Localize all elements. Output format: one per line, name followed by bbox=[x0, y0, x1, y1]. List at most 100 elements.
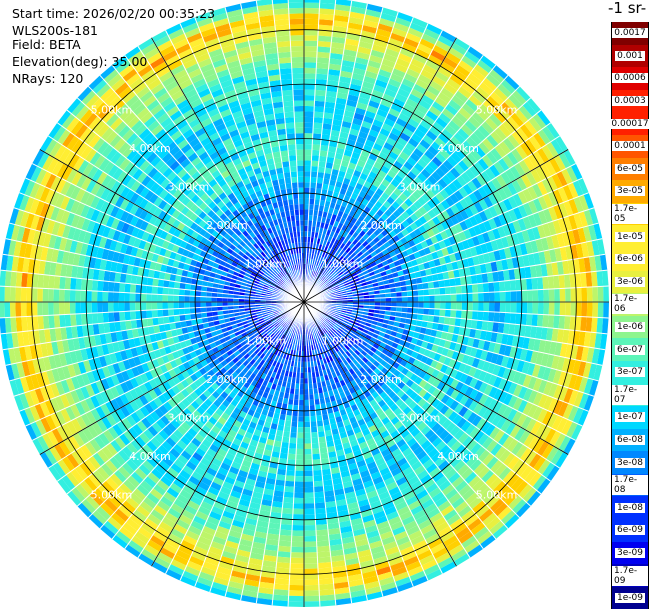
beta-cell bbox=[334, 152, 344, 160]
beta-cell bbox=[450, 151, 462, 164]
beta-cell bbox=[40, 417, 52, 434]
beta-cell bbox=[327, 314, 334, 319]
beta-cell bbox=[341, 251, 348, 258]
beta-cell bbox=[475, 417, 487, 431]
beta-cell bbox=[320, 323, 325, 329]
beta-cell bbox=[360, 86, 374, 95]
beta-cell bbox=[599, 254, 608, 271]
beta-cell bbox=[438, 316, 445, 325]
beta-cell bbox=[15, 316, 23, 333]
beta-cell bbox=[422, 382, 432, 392]
beta-cell bbox=[14, 378, 25, 395]
beta-cell bbox=[374, 79, 388, 89]
beta-cell bbox=[312, 127, 323, 135]
beta-cell bbox=[385, 297, 392, 302]
beta-cell bbox=[404, 122, 417, 133]
beta-cell bbox=[533, 456, 547, 472]
beta-cell bbox=[366, 65, 380, 75]
beta-cell bbox=[374, 349, 382, 357]
beta-cell bbox=[529, 265, 537, 279]
beta-cell bbox=[351, 117, 363, 126]
beta-cell bbox=[412, 509, 427, 521]
beta-cell bbox=[214, 571, 231, 581]
beta-cell bbox=[330, 196, 338, 204]
beta-cell bbox=[346, 324, 353, 330]
beta-cell bbox=[277, 545, 292, 553]
beta-cell bbox=[542, 395, 554, 411]
beta-cell bbox=[331, 353, 337, 361]
beta-cell bbox=[319, 0, 336, 5]
beta-cell bbox=[423, 308, 430, 316]
beta-cell bbox=[266, 344, 272, 351]
beta-cell bbox=[407, 194, 418, 204]
beta-cell bbox=[518, 429, 531, 445]
beta-cell bbox=[326, 156, 335, 164]
beta-cell bbox=[373, 510, 386, 520]
beta-cell bbox=[368, 240, 376, 248]
beta-cell bbox=[482, 183, 493, 196]
beta-cell bbox=[472, 255, 480, 266]
beta-cell bbox=[304, 367, 308, 373]
beta-cell bbox=[366, 490, 379, 499]
beta-cell bbox=[265, 438, 275, 446]
beta-cell bbox=[340, 126, 351, 134]
beta-cell bbox=[443, 509, 458, 522]
beta-cell bbox=[495, 332, 504, 344]
beta-cell bbox=[500, 509, 516, 525]
beta-cell bbox=[378, 183, 388, 192]
beta-cell bbox=[586, 347, 595, 364]
beta-cell bbox=[304, 176, 311, 183]
beta-cell bbox=[481, 469, 495, 484]
beta-cell bbox=[468, 496, 483, 510]
beta-cell bbox=[293, 497, 304, 504]
beta-cell bbox=[468, 377, 479, 389]
beta-cell bbox=[315, 337, 320, 344]
beta-cell bbox=[114, 383, 125, 396]
beta-cell bbox=[180, 435, 191, 446]
beta-cell bbox=[304, 0, 320, 3]
beta-cell bbox=[413, 431, 425, 442]
beta-cell bbox=[203, 471, 215, 482]
beta-cell bbox=[357, 96, 370, 106]
beta-cell bbox=[335, 499, 348, 507]
beta-cell bbox=[542, 222, 552, 238]
beta-cell bbox=[467, 256, 475, 267]
beta-cell bbox=[307, 225, 312, 232]
beta-cell bbox=[74, 465, 89, 481]
beta-cell bbox=[317, 35, 332, 43]
beta-cell bbox=[470, 522, 486, 536]
beta-cell bbox=[338, 334, 345, 341]
beta-cell bbox=[327, 412, 336, 420]
beta-cell bbox=[172, 443, 185, 455]
beta-cell bbox=[364, 524, 379, 534]
beta-cell bbox=[408, 63, 423, 74]
beta-cell bbox=[360, 331, 368, 338]
beta-cell bbox=[366, 3, 383, 13]
beta-cell bbox=[304, 46, 318, 52]
beta-cell bbox=[356, 346, 364, 354]
beta-cell bbox=[494, 463, 508, 477]
beta-cell bbox=[304, 601, 320, 607]
beta-cell bbox=[405, 279, 412, 286]
beta-cell bbox=[393, 407, 403, 417]
beta-cell bbox=[442, 534, 459, 548]
beta-cell bbox=[326, 315, 333, 320]
beta-cell bbox=[532, 391, 543, 407]
beta-cell bbox=[335, 181, 343, 189]
beta-cell bbox=[256, 597, 273, 606]
beta-cell bbox=[347, 277, 354, 283]
beta-cell bbox=[496, 484, 511, 499]
beta-cell bbox=[229, 442, 240, 452]
beta-cell bbox=[311, 155, 320, 162]
beta-cell bbox=[71, 418, 83, 433]
beta-cell bbox=[247, 331, 254, 338]
beta-cell bbox=[533, 252, 541, 266]
beta-cell bbox=[89, 438, 102, 453]
beta-cell bbox=[136, 364, 145, 376]
beta-cell bbox=[353, 277, 360, 283]
beta-cell bbox=[267, 310, 273, 314]
beta-cell bbox=[399, 83, 413, 94]
beta-cell bbox=[342, 279, 349, 285]
beta-cell bbox=[383, 141, 394, 152]
beta-cell bbox=[96, 345, 105, 357]
